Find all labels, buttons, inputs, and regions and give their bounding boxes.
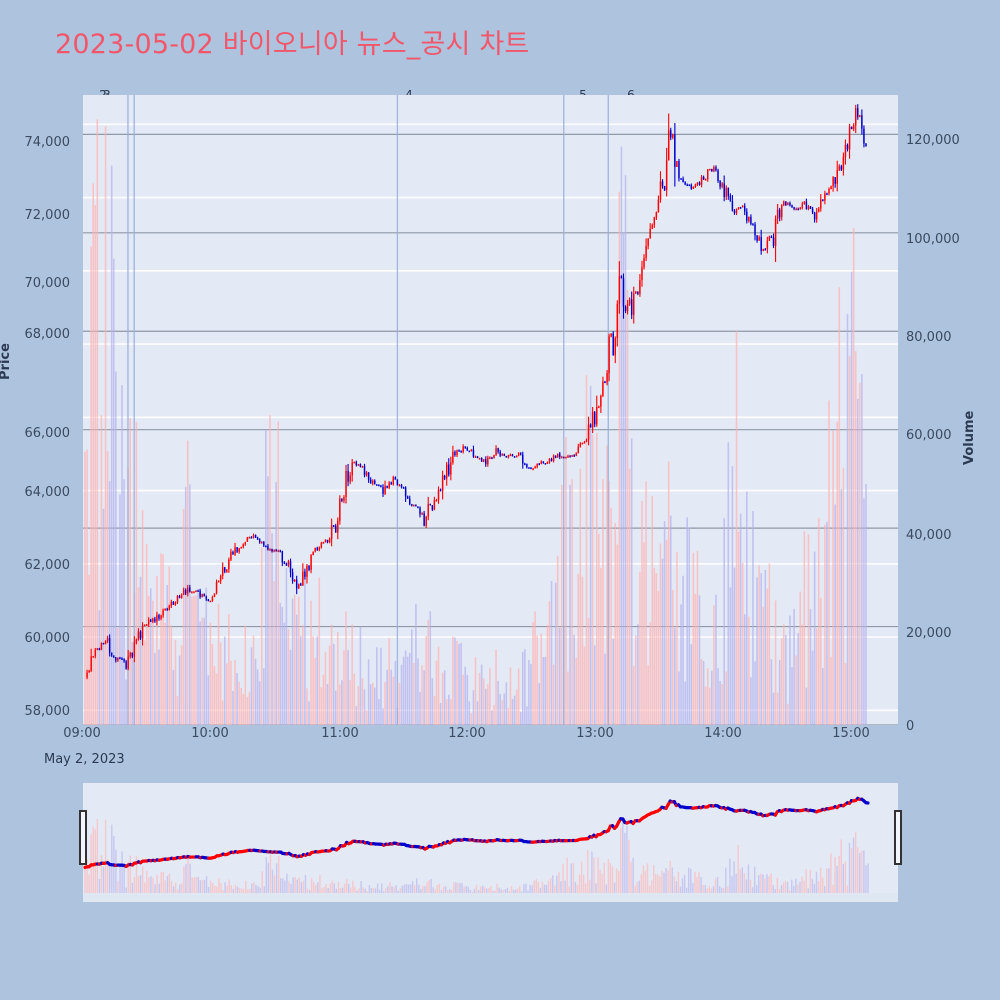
time-tick-0900: 09:00 — [63, 726, 101, 741]
price-tick-74000: 74,000 — [24, 135, 71, 150]
price-tick-72000: 72,000 — [24, 208, 71, 223]
volume-tick-60000: 60,000 — [906, 428, 952, 443]
range-navigator[interactable] — [79, 783, 902, 893]
volume-tick-80000: 80,000 — [906, 330, 952, 345]
price-tick-58000: 58,000 — [24, 704, 71, 719]
volume-tick-0: 0 — [906, 719, 915, 734]
price-tick-66000: 66,000 — [24, 426, 71, 441]
volume-tick-20000: 20,000 — [906, 626, 952, 641]
date-label: May 2, 2023 — [44, 752, 125, 767]
time-tick-1400: 14:00 — [704, 726, 742, 741]
time-tick-1500: 15:00 — [832, 726, 870, 741]
navigator-axis-strip — [83, 893, 898, 902]
volume-tick-120000: 120,000 — [906, 133, 960, 148]
price-tick-64000: 64,000 — [24, 485, 71, 500]
price-volume-plot[interactable] — [83, 95, 898, 725]
time-tick-1300: 13:00 — [576, 726, 614, 741]
price-tick-70000: 70,000 — [24, 276, 71, 291]
plot-svg — [83, 95, 898, 725]
navigator-svg — [83, 796, 870, 893]
volume-tick-100000: 100,000 — [906, 232, 960, 247]
time-tick-1100: 11:00 — [321, 726, 359, 741]
price-axis-title: Price — [0, 343, 13, 380]
price-tick-68000: 68,000 — [24, 327, 71, 342]
range-end-handle[interactable] — [894, 810, 902, 865]
page-title: 2023-05-02 바이오니아 뉴스_공시 차트 — [55, 29, 530, 60]
volume-tick-40000: 40,000 — [906, 528, 952, 543]
time-tick-1000: 10:00 — [191, 726, 229, 741]
price-tick-60000: 60,000 — [24, 631, 71, 646]
price-tick-62000: 62,000 — [24, 558, 71, 573]
range-start-handle[interactable] — [79, 810, 87, 865]
time-tick-1200: 12:00 — [448, 726, 486, 741]
